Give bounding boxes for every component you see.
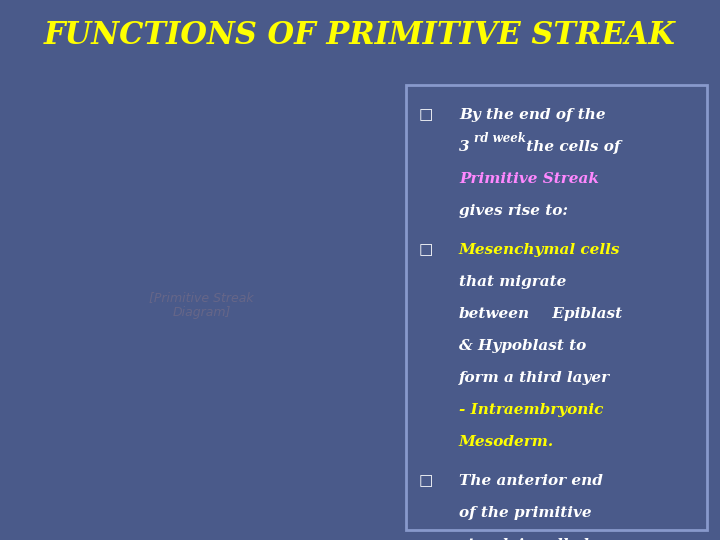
- Text: By the end of the: By the end of the: [459, 108, 606, 122]
- Text: 3: 3: [459, 140, 469, 154]
- Text: Primitive Streak: Primitive Streak: [459, 172, 599, 186]
- Text: rd week: rd week: [474, 132, 526, 145]
- Text: between: between: [459, 307, 530, 321]
- Text: The anterior end: The anterior end: [459, 474, 603, 488]
- Text: form a third layer: form a third layer: [459, 371, 610, 385]
- Text: & Hypoblast to: & Hypoblast to: [459, 339, 586, 353]
- Text: Mesenchymal cells: Mesenchymal cells: [459, 242, 621, 256]
- Text: □: □: [419, 474, 433, 488]
- Text: gives rise to:: gives rise to:: [459, 204, 568, 218]
- Text: Mesoderm.: Mesoderm.: [459, 435, 554, 449]
- Text: FUNCTIONS OF PRIMITIVE STREAK: FUNCTIONS OF PRIMITIVE STREAK: [44, 19, 676, 51]
- Text: - Intraembryonic: - Intraembryonic: [459, 403, 603, 417]
- Text: [Primitive Streak
Diagram]: [Primitive Streak Diagram]: [149, 291, 254, 319]
- Text: □: □: [419, 242, 433, 256]
- Text: □: □: [419, 108, 433, 122]
- Text: streak is called: streak is called: [459, 538, 589, 540]
- Text: that migrate: that migrate: [459, 275, 567, 289]
- Text: of the primitive: of the primitive: [459, 506, 592, 520]
- Text: the cells of: the cells of: [521, 140, 620, 154]
- Text: Epiblast: Epiblast: [547, 307, 622, 321]
